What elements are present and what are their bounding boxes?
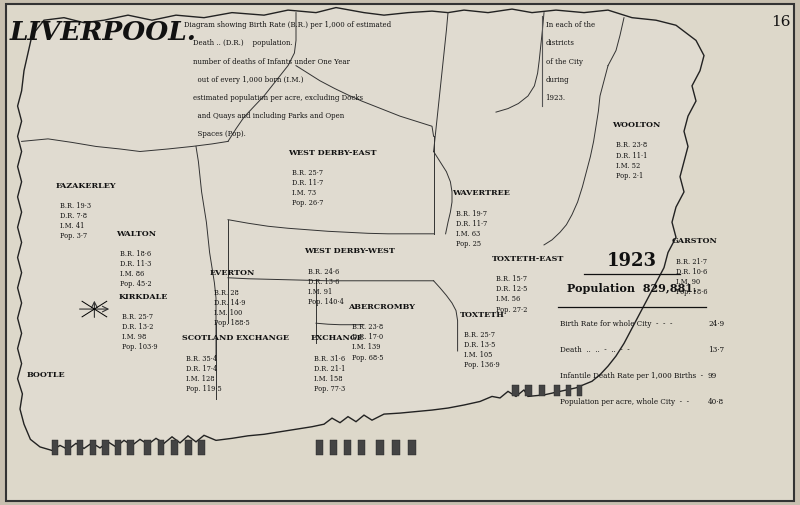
Bar xyxy=(115,440,121,454)
Text: TOXTETH: TOXTETH xyxy=(460,311,505,319)
Text: EXCHANGE: EXCHANGE xyxy=(310,334,363,342)
Text: estimated population per acre, excluding Docks: estimated population per acre, excluding… xyxy=(184,94,363,102)
Text: B.R. 25·7
D.R. 13·2
I.M. 98
Pop. 103·9: B.R. 25·7 D.R. 13·2 I.M. 98 Pop. 103·9 xyxy=(122,313,158,351)
Bar xyxy=(358,440,365,454)
Text: 40·8: 40·8 xyxy=(708,398,724,407)
Text: B.R. 19·7
D.R. 11·7
I.M. 63
Pop. 25: B.R. 19·7 D.R. 11·7 I.M. 63 Pop. 25 xyxy=(456,210,487,248)
Text: B.R. 21·7
D.R. 10·6
I.M. 90
Pop. 18·6: B.R. 21·7 D.R. 10·6 I.M. 90 Pop. 18·6 xyxy=(676,258,707,296)
Text: and Quays and including Parks and Open: and Quays and including Parks and Open xyxy=(184,112,344,120)
Bar xyxy=(77,440,83,454)
Text: WAVERTREE: WAVERTREE xyxy=(452,189,510,197)
Text: In each of the: In each of the xyxy=(546,21,594,29)
Text: BOOTLE: BOOTLE xyxy=(26,371,65,379)
Text: Population per acre, whole City  -  -: Population per acre, whole City - - xyxy=(560,398,689,407)
Bar xyxy=(171,440,178,454)
Text: out of every 1,000 born (I.M.): out of every 1,000 born (I.M.) xyxy=(184,76,303,84)
Text: districts: districts xyxy=(546,39,574,47)
Bar xyxy=(376,440,384,454)
Bar xyxy=(90,440,96,454)
Bar xyxy=(127,440,134,454)
Text: LIVERPOOL.: LIVERPOOL. xyxy=(10,20,197,45)
Bar xyxy=(198,440,205,454)
Text: B.R. 23·8
D.R. 11·1
I.M. 52
Pop. 2·1: B.R. 23·8 D.R. 11·1 I.M. 52 Pop. 2·1 xyxy=(616,141,647,180)
Bar xyxy=(185,440,192,454)
Bar xyxy=(392,440,400,454)
Bar xyxy=(526,385,532,396)
Bar xyxy=(554,385,560,396)
Text: B.R. 35·4
D.R. 17·4
I.M. 128
Pop. 119·5: B.R. 35·4 D.R. 17·4 I.M. 128 Pop. 119·5 xyxy=(186,355,222,393)
Bar xyxy=(538,385,546,396)
Text: WOOLTON: WOOLTON xyxy=(612,121,660,129)
Text: 24·9: 24·9 xyxy=(708,320,724,328)
Text: 13·7: 13·7 xyxy=(708,346,724,354)
Text: during: during xyxy=(546,76,570,84)
Text: Birth Rate for whole City  -  -  -: Birth Rate for whole City - - - xyxy=(560,320,673,328)
Bar xyxy=(158,440,165,454)
Text: EVERTON: EVERTON xyxy=(210,269,255,277)
Text: 1923: 1923 xyxy=(607,252,657,271)
Text: FAZAKERLEY: FAZAKERLEY xyxy=(56,182,117,190)
Text: 16: 16 xyxy=(771,15,790,29)
Text: GARSTON: GARSTON xyxy=(672,237,718,245)
Text: WEST DERBY-WEST: WEST DERBY-WEST xyxy=(304,247,395,256)
Polygon shape xyxy=(18,8,704,450)
Text: B.R. 19·3
D.R. 7·8
I.M. 41
Pop. 3·7: B.R. 19·3 D.R. 7·8 I.M. 41 Pop. 3·7 xyxy=(60,202,91,240)
Bar xyxy=(512,385,518,396)
Text: number of deaths of Infants under One Year: number of deaths of Infants under One Ye… xyxy=(184,58,350,66)
Bar xyxy=(52,440,58,454)
Bar xyxy=(344,440,351,454)
Text: WEST DERBY-EAST: WEST DERBY-EAST xyxy=(288,149,377,157)
Text: KIRKDALE: KIRKDALE xyxy=(118,293,168,301)
Text: Death .. (D.R.)    population.: Death .. (D.R.) population. xyxy=(184,39,293,47)
Text: B.R. 31·6
D.R. 21·1
I.M. 158
Pop. 77·3: B.R. 31·6 D.R. 21·1 I.M. 158 Pop. 77·3 xyxy=(314,355,346,393)
Bar xyxy=(408,440,416,454)
Text: B.R. 18·6
D.R. 11·3
I.M. 86
Pop. 45·2: B.R. 18·6 D.R. 11·3 I.M. 86 Pop. 45·2 xyxy=(120,250,152,288)
Text: Death  ..  ..  -  ..  -  -: Death .. .. - .. - - xyxy=(560,346,630,354)
Text: TOXTETH-EAST: TOXTETH-EAST xyxy=(492,255,564,263)
Text: 99: 99 xyxy=(708,372,718,380)
Text: B.R. 25·7
D.R. 13·5
I.M. 105
Pop. 136·9: B.R. 25·7 D.R. 13·5 I.M. 105 Pop. 136·9 xyxy=(464,331,500,369)
Text: 1923.: 1923. xyxy=(546,94,566,102)
Bar xyxy=(577,385,582,396)
Text: Spaces (Pop).: Spaces (Pop). xyxy=(184,130,246,138)
Bar xyxy=(102,440,109,454)
Bar xyxy=(316,440,323,454)
Text: of the City: of the City xyxy=(546,58,582,66)
Text: B.R. 24·6
D.R. 13·6
I.M. 91
Pop. 140·4: B.R. 24·6 D.R. 13·6 I.M. 91 Pop. 140·4 xyxy=(308,268,344,306)
Text: SCOTLAND EXCHANGE: SCOTLAND EXCHANGE xyxy=(182,334,290,342)
Text: B.R. 28
D.R. 14·9
I.M. 100
Pop. 188·5: B.R. 28 D.R. 14·9 I.M. 100 Pop. 188·5 xyxy=(214,289,250,327)
Text: Diagram showing Birth Rate (B.R.) per 1,000 of estimated: Diagram showing Birth Rate (B.R.) per 1,… xyxy=(184,21,391,29)
Bar xyxy=(566,385,571,396)
Bar xyxy=(144,440,151,454)
Bar xyxy=(330,440,337,454)
Text: B.R. 15·7
D.R. 12·5
I.M. 56
Pop. 27·2: B.R. 15·7 D.R. 12·5 I.M. 56 Pop. 27·2 xyxy=(496,275,527,314)
Text: B.R. 25·7
D.R. 11·7
I.M. 73
Pop. 26·7: B.R. 25·7 D.R. 11·7 I.M. 73 Pop. 26·7 xyxy=(292,169,323,208)
Bar xyxy=(65,440,71,454)
Text: B.R. 23·8
D.R. 17·0
I.M. 139
Pop. 68·5: B.R. 23·8 D.R. 17·0 I.M. 139 Pop. 68·5 xyxy=(352,323,383,362)
Text: ABERCROMBY: ABERCROMBY xyxy=(348,303,415,311)
Text: Infantile Death Rate per 1,000 Births  -: Infantile Death Rate per 1,000 Births - xyxy=(560,372,703,380)
Text: Population  829,881.: Population 829,881. xyxy=(567,283,697,294)
Text: WALTON: WALTON xyxy=(116,230,156,238)
